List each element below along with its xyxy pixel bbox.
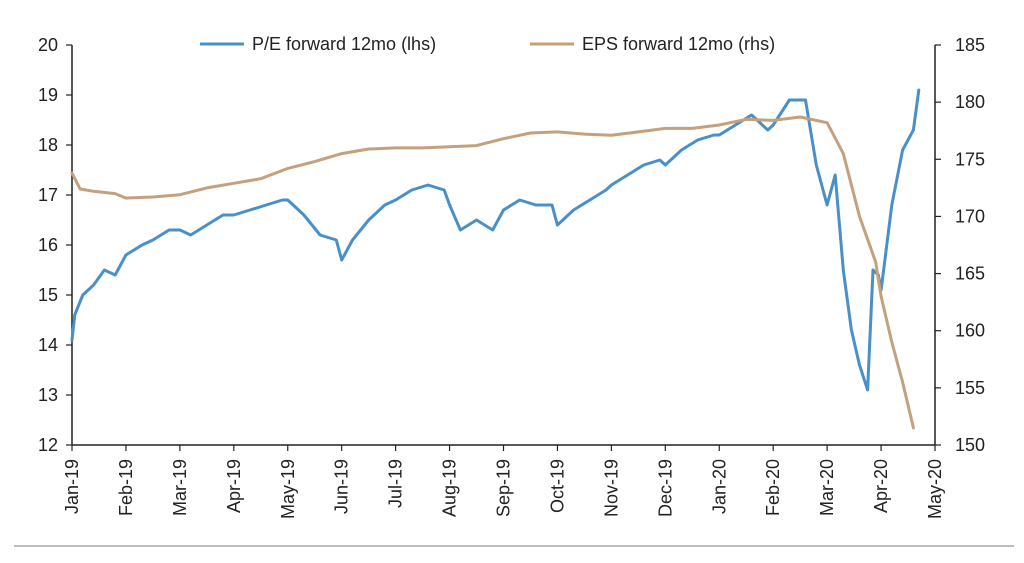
x-tick-label: May-20	[925, 459, 945, 519]
y-left-tick-label: 13	[38, 385, 58, 405]
x-tick-label: Jun-19	[332, 459, 352, 514]
x-tick-label: Feb-20	[763, 459, 783, 516]
y-right-tick-label: 160	[955, 321, 985, 341]
series-layer	[70, 88, 921, 430]
y-left-tick-label: 14	[38, 335, 58, 355]
x-tick-label: Mar-19	[170, 459, 190, 516]
x-tick-label: Dec-19	[655, 459, 675, 517]
x-tick-label: Mar-20	[817, 459, 837, 516]
x-tick-label: Nov-19	[601, 459, 621, 517]
x-tick-label: Oct-19	[547, 459, 567, 513]
legend-label-pe: P/E forward 12mo (lhs)	[252, 34, 436, 54]
y-left-tick-label: 20	[38, 35, 58, 55]
y-right-tick-label: 175	[955, 149, 985, 169]
x-tick-label: Feb-19	[116, 459, 136, 516]
x-tick-label: Aug-19	[440, 459, 460, 517]
axes: 12 13 14 15 16 17 18 19 20 150 155 160 165 170 175 180 1…	[38, 35, 985, 519]
x-tick-label: Sep-19	[494, 459, 514, 517]
x-tick-label: Apr-19	[224, 459, 244, 513]
y-right-tick-label: 170	[955, 206, 985, 226]
series-line-pe	[70, 88, 921, 392]
x-tick-label: May-19	[278, 459, 298, 519]
y-right-tick-label: 150	[955, 435, 985, 455]
x-tick-label: Apr-20	[871, 459, 891, 513]
x-tick-label: Jan-19	[62, 459, 82, 514]
y-right-tick-label: 165	[955, 264, 985, 284]
y-right-tick-label: 155	[955, 378, 985, 398]
y-left-tick-label: 17	[38, 185, 58, 205]
y-right-tick-label: 185	[955, 35, 985, 55]
x-tick-label: Jul-19	[386, 459, 406, 508]
y-left-tick-label: 19	[38, 85, 58, 105]
bottom-divider	[14, 545, 1014, 547]
legend-label-eps: EPS forward 12mo (rhs)	[582, 34, 775, 54]
legend: P/E forward 12mo (lhs) EPS forward 12mo (…	[200, 34, 775, 54]
y-left-tick-label: 18	[38, 135, 58, 155]
y-left-tick-label: 12	[38, 435, 58, 455]
x-tick-label: Jan-20	[709, 459, 729, 514]
series-line-eps	[70, 115, 915, 430]
y-left-tick-label: 16	[38, 235, 58, 255]
y-left-tick-label: 15	[38, 285, 58, 305]
y-right-tick-label: 180	[955, 92, 985, 112]
